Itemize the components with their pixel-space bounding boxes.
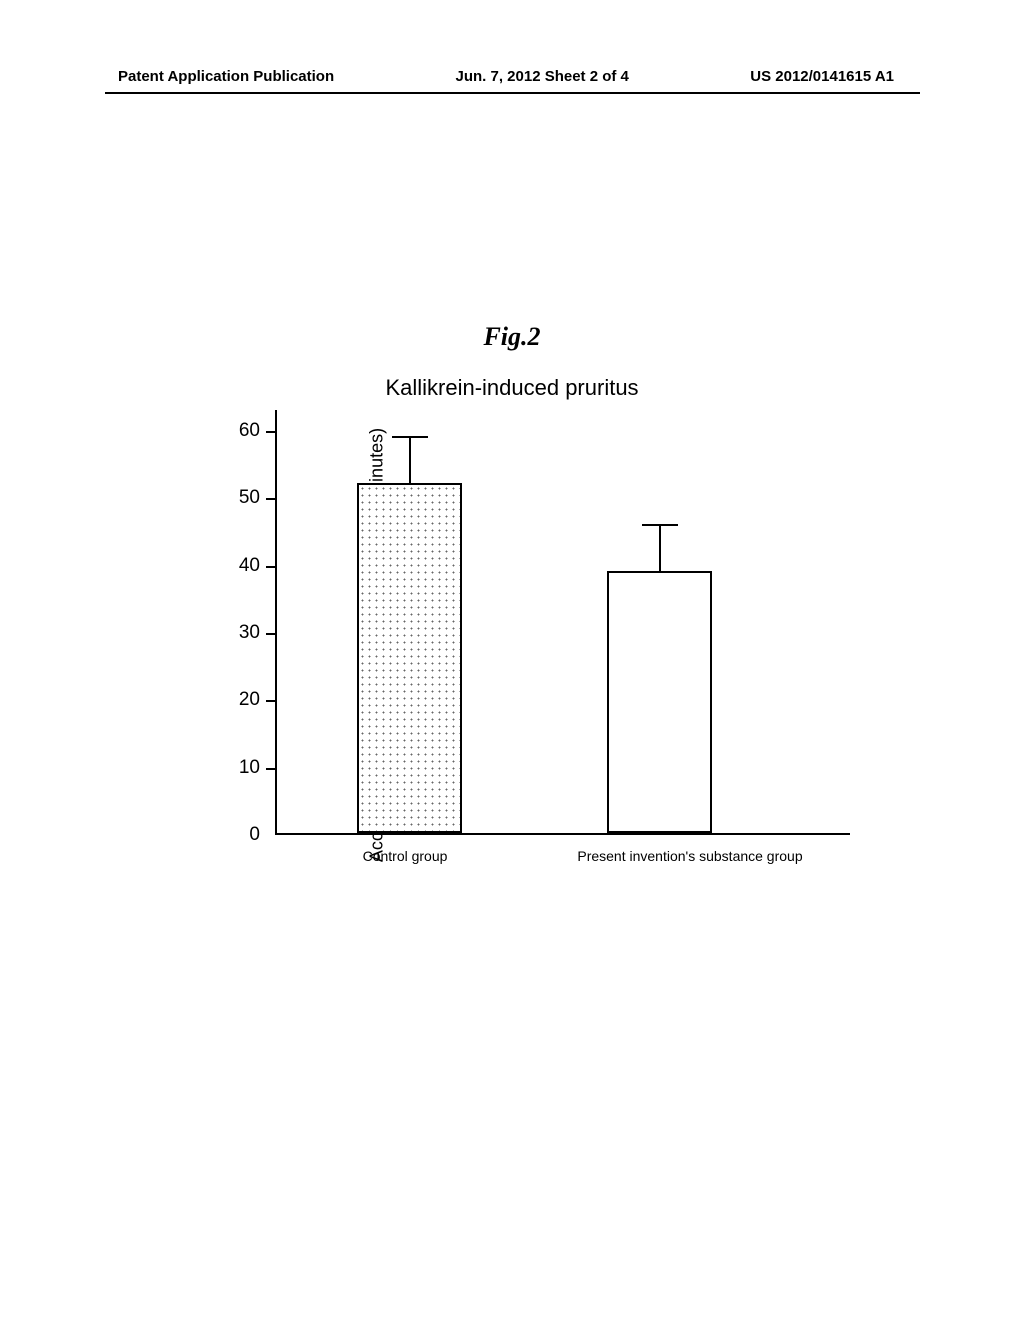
x-label-control: Control group	[330, 848, 480, 864]
error-bar-cap-control	[392, 436, 428, 438]
y-tick-40	[266, 566, 275, 568]
y-tick-label-50: 50	[225, 487, 260, 509]
y-tick-30	[266, 633, 275, 635]
error-bar-cap-invention	[642, 524, 678, 526]
y-tick-20	[266, 700, 275, 702]
header-center: Jun. 7, 2012 Sheet 2 of 4	[455, 68, 628, 85]
y-tick-label-30: 30	[225, 622, 260, 644]
y-tick-60	[266, 431, 275, 433]
y-tick-10	[266, 768, 275, 770]
error-bar-control	[409, 436, 411, 483]
plot-area	[275, 410, 850, 835]
bar-control	[357, 483, 462, 833]
header-left: Patent Application Publication	[118, 68, 334, 85]
chart-container: Accumulated time of pruritic behaviors (…	[170, 410, 850, 880]
x-label-invention: Present invention's substance group	[540, 848, 840, 864]
y-tick-label-20: 20	[225, 689, 260, 711]
bar-invention	[607, 571, 712, 833]
y-tick-label-0: 0	[225, 824, 260, 846]
header-right: US 2012/0141615 A1	[750, 68, 894, 85]
header-divider	[105, 92, 920, 94]
error-bar-invention	[659, 524, 661, 571]
figure-label: Fig.2	[483, 322, 540, 352]
chart-title: Kallikrein-induced pruritus	[385, 375, 638, 401]
y-tick-label-10: 10	[225, 757, 260, 779]
y-tick-label-60: 60	[225, 420, 260, 442]
y-tick-50	[266, 498, 275, 500]
y-tick-label-40: 40	[225, 555, 260, 577]
